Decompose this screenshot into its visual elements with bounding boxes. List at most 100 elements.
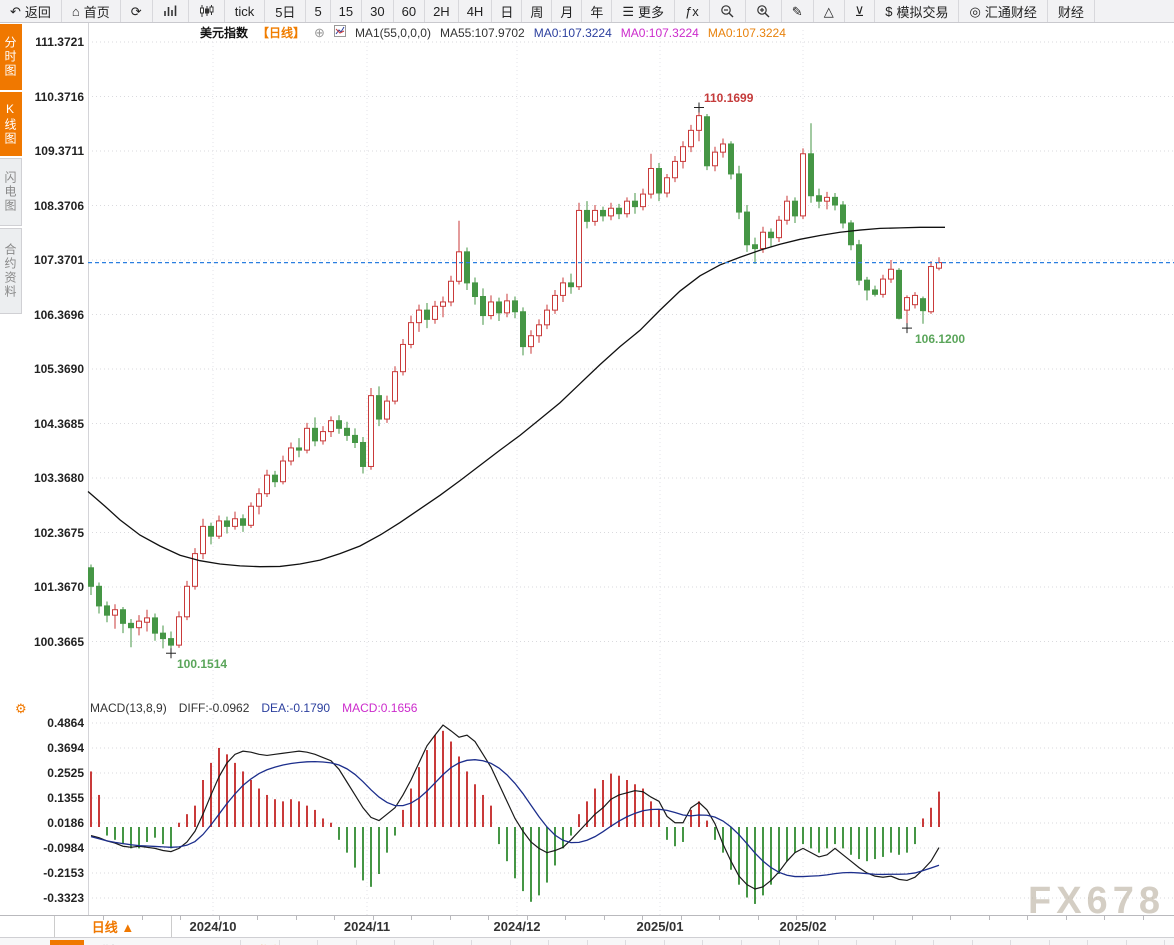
candle-down — [272, 474, 278, 483]
bottom-separator — [818, 940, 819, 945]
ma-param-label: MA1(55,0,0,0) — [354, 25, 431, 40]
toolbar-button-5d[interactable]: 5日 — [265, 0, 307, 22]
toolbar-button-ht-finance[interactable]: ◎ 汇通财经 — [959, 0, 1048, 22]
ma0-magenta-value: MA0:107.3224 — [620, 25, 699, 40]
add-indicator-icon[interactable]: ⊕ — [314, 24, 325, 40]
bottom-tab-模板[interactable]: 模板 — [88, 940, 132, 945]
candle-up — [416, 309, 422, 324]
toolbar-button-shape-down[interactable]: ⊻ — [845, 0, 876, 22]
candle-up — [408, 322, 414, 345]
toolbar-button-month[interactable]: 月 — [552, 0, 583, 22]
toolbar-button-m15[interactable]: 15 — [331, 0, 363, 22]
candle-up — [648, 167, 654, 195]
toolbar-button-h4[interactable]: 4H — [459, 0, 493, 22]
candle-down — [656, 167, 662, 194]
zoom-in-icon — [756, 4, 771, 18]
x-axis-label: 2024/12 — [493, 919, 541, 934]
toolbar-button-m60[interactable]: 60 — [394, 0, 426, 22]
candle-up — [256, 493, 262, 507]
toolbar-button-home[interactable]: ⌂ 首页 — [62, 0, 121, 22]
toolbar-button-refresh[interactable]: ⟳ — [121, 0, 153, 22]
toolbar-button-year[interactable]: 年 — [582, 0, 613, 22]
price-axis-label: 104.3685 — [33, 416, 84, 431]
candle-up — [936, 262, 942, 269]
toolbar-button-bar-chart[interactable] — [153, 0, 189, 22]
sidebar-tab-3[interactable]: 闪电图 — [0, 158, 22, 226]
bottom-separator — [1010, 940, 1011, 945]
ma55-value: MA55:107.9702 — [439, 25, 525, 40]
bottom-separator — [895, 940, 896, 945]
candle-up — [216, 520, 222, 537]
bottom-separator — [664, 940, 665, 945]
sidebar-tab-4[interactable]: 合约资料 — [0, 228, 22, 314]
candle-up — [928, 266, 934, 313]
toolbar-button-more[interactable]: ☰ 更多 — [612, 0, 676, 22]
price-annotation: 106.1200 — [915, 332, 966, 347]
bottom-tab-设置[interactable]: 设置 — [523, 940, 561, 945]
candle-up — [712, 151, 718, 167]
sidebar-tab-1[interactable]: 分时图 — [0, 24, 22, 90]
candle-up — [280, 460, 286, 483]
toolbar-button-day[interactable]: 日 — [492, 0, 523, 22]
candle-up — [488, 301, 494, 317]
toolbar-label-h2: 2H — [433, 3, 450, 19]
menu-icon: ☰ — [622, 3, 635, 19]
toolbar-label-sim-trade: 模拟交易 — [896, 4, 949, 20]
indicator-settings-icon[interactable]: ⚙ — [15, 701, 27, 716]
toolbar-button-finance[interactable]: 财经 — [1048, 0, 1095, 22]
mini-kline-icon — [333, 25, 346, 40]
toolbar-button-sim-trade[interactable]: $ 模拟交易 — [875, 0, 960, 22]
candle-up — [888, 268, 894, 280]
toolbar-button-shape-up[interactable]: △ — [814, 0, 845, 22]
toolbar-button-zoom-out[interactable] — [710, 0, 746, 22]
candle-up — [448, 280, 454, 303]
price-axis-label: 100.3665 — [33, 634, 84, 649]
candle-down — [896, 269, 902, 319]
x-axis-tick — [681, 916, 682, 920]
toolbar-button-tick[interactable]: tick — [225, 0, 266, 22]
candle-down — [312, 427, 318, 442]
toolbar-button-m30[interactable]: 30 — [362, 0, 394, 22]
candle-up — [784, 200, 790, 221]
x-axis-tick — [950, 916, 951, 920]
candle-down — [792, 200, 798, 217]
x-axis-tick — [835, 916, 836, 920]
sidebar-tab-2[interactable]: K线图 — [0, 92, 22, 156]
toolbar-button-m5[interactable]: 5 — [306, 0, 331, 22]
toolbar-button-back[interactable]: ↶ 返回 — [0, 0, 62, 22]
toolbar-label-week: 周 — [530, 4, 544, 20]
bottom-separator — [240, 940, 241, 945]
x-axis-tick — [873, 916, 874, 920]
toolbar-label-5d: 5日 — [275, 4, 296, 20]
toolbar-button-week[interactable]: 周 — [522, 0, 553, 22]
ma0-blue-value: MA0:107.3224 — [533, 25, 612, 40]
candle-down — [848, 222, 854, 246]
bottom-toolbar-cutoff: 主图模板 指标 设置 — [0, 937, 1174, 945]
toolbar-button-fx[interactable]: ƒx — [675, 0, 710, 22]
price-axis-label: 102.3675 — [33, 525, 84, 540]
bottom-separator — [702, 940, 703, 945]
price-axis-label: 107.3701 — [33, 253, 84, 267]
macd-axis-label: -0.2153 — [43, 866, 84, 880]
candle-up — [544, 309, 550, 326]
candle-down — [424, 309, 430, 320]
bottom-separator — [1049, 940, 1050, 945]
toolbar-button-candle-chart[interactable] — [189, 0, 225, 22]
x-axis-tick — [604, 916, 605, 920]
toolbar-button-h2[interactable]: 2H — [425, 0, 459, 22]
candle-up — [672, 160, 678, 179]
toolbar-button-zoom-in[interactable] — [746, 0, 782, 22]
toolbar-button-draw[interactable]: ✎ — [782, 0, 814, 22]
candle-up — [136, 620, 142, 629]
toolbar-label-ht-finance: 汇通财经 — [984, 4, 1037, 20]
candle-up — [576, 209, 582, 288]
bottom-separator — [548, 940, 549, 945]
period-tab[interactable]: 日线 ▲ — [54, 916, 172, 938]
bottom-tab-主图[interactable]: 主图 — [50, 940, 84, 945]
candle-up — [912, 294, 918, 306]
x-axis-tick — [989, 916, 990, 920]
bottom-tab-指标[interactable]: 指标 — [255, 940, 289, 945]
candle-up — [824, 196, 830, 202]
period-tab-label: 日线 ▲ — [91, 920, 135, 935]
